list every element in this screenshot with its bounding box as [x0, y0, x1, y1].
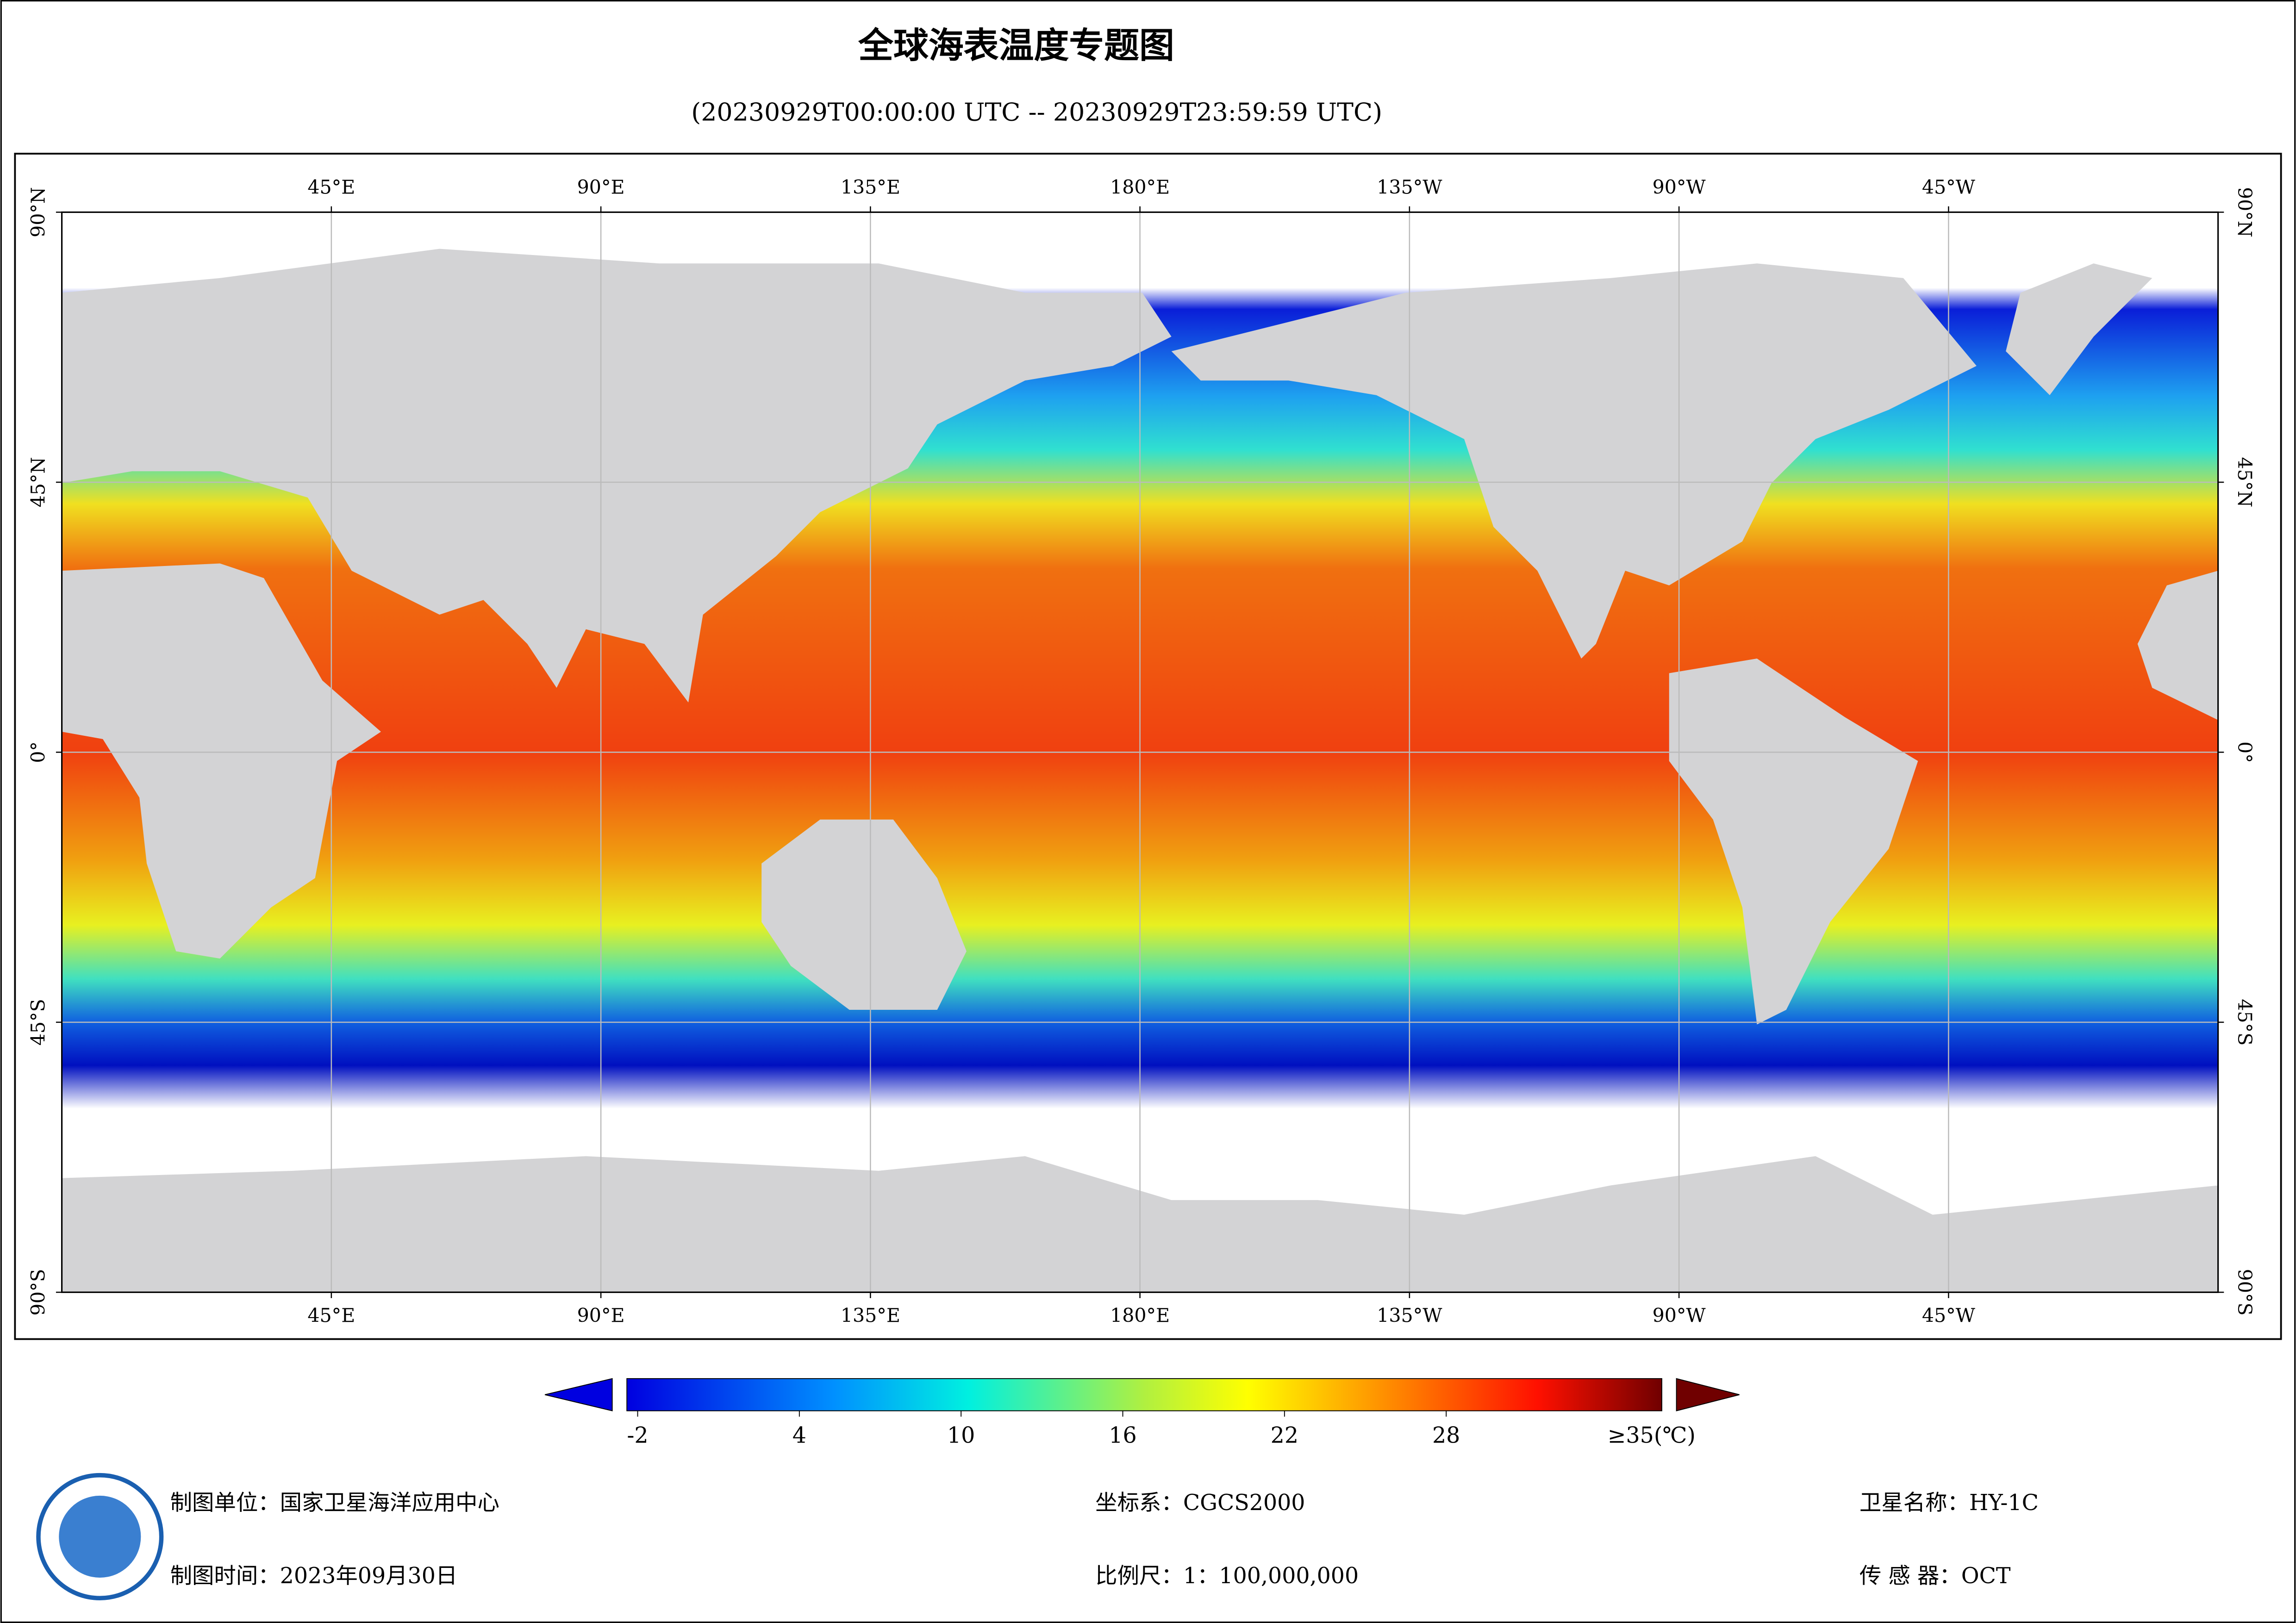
y-tick-label: 45°N: [27, 457, 50, 508]
x-tick-label: 180°E: [1110, 176, 1170, 198]
africa-east: [62, 563, 381, 959]
colorbar-max-label: ≥35(℃): [1608, 1423, 1696, 1448]
y-tick-label: 0°: [2234, 741, 2256, 763]
x-tick-label: 45°W: [1922, 1305, 1976, 1327]
south-america: [1669, 659, 1918, 1025]
x-tick-label: 90°W: [1653, 176, 1706, 198]
x-tick-label: 90°E: [577, 1305, 625, 1327]
title: 全球海表温度专题图: [858, 25, 1174, 66]
y-tick-label: 0°: [27, 741, 50, 763]
map-frame: [14, 153, 2282, 1340]
x-tick-label: 45°E: [307, 176, 355, 198]
footer-crs: 坐标系：CGCS2000: [1095, 1490, 1305, 1516]
north-america: [1171, 263, 1977, 659]
x-tick-label: 45°E: [307, 1305, 355, 1327]
footer-sensor: 传 感 器：OCT: [1859, 1563, 2011, 1589]
footer-time: 制图时间：2023年09月30日: [170, 1563, 458, 1589]
colorbar: [626, 1378, 1662, 1412]
y-tick-label: 45°S: [2234, 999, 2256, 1045]
colorbar-tick-label: 16: [1109, 1423, 1136, 1448]
y-tick-label: 45°S: [27, 999, 50, 1045]
x-tick-label: 45°W: [1922, 176, 1976, 198]
colorbar-tick-label: 28: [1432, 1423, 1460, 1448]
y-tick-label: 45°N: [2234, 457, 2256, 508]
x-tick-label: 90°E: [577, 176, 625, 198]
colorbar-under-arrow: [544, 1378, 613, 1412]
y-tick-label: 90°S: [2234, 1269, 2256, 1316]
logo: [36, 1473, 164, 1600]
footer-satellite: 卫星名称：HY-1C: [1859, 1490, 2039, 1516]
x-tick-label: 135°E: [841, 1305, 900, 1327]
x-tick-label: 90°W: [1653, 1305, 1706, 1327]
logo-globe: [59, 1495, 141, 1578]
colorbar-tick-label: 10: [947, 1423, 975, 1448]
y-tick-label: 90°N: [2234, 187, 2256, 237]
greenland: [2006, 263, 2152, 395]
x-tick-label: 135°W: [1377, 1305, 1442, 1327]
australia: [761, 819, 967, 1010]
x-tick-label: 180°E: [1110, 1305, 1170, 1327]
y-tick-label: 90°S: [27, 1269, 50, 1316]
x-tick-label: 135°W: [1377, 176, 1442, 198]
subtitle: (20230929T00:00:00 UTC -- 20230929T23:59…: [691, 98, 1382, 127]
footer-unit: 制图单位：国家卫星海洋应用中心: [170, 1490, 499, 1516]
africa-west: [2137, 571, 2218, 720]
eurasia: [62, 249, 1172, 703]
colorbar-over-arrow: [1676, 1378, 1740, 1412]
x-tick-label: 135°E: [841, 176, 900, 198]
colorbar-tick-label: -2: [627, 1423, 648, 1448]
map: [61, 211, 2219, 1293]
colorbar-tick-label: 22: [1271, 1423, 1298, 1448]
y-tick-label: 90°N: [27, 187, 50, 237]
footer-scale: 比例尺：1：100,000,000: [1095, 1563, 1359, 1589]
colorbar-tick-label: 4: [792, 1423, 806, 1448]
